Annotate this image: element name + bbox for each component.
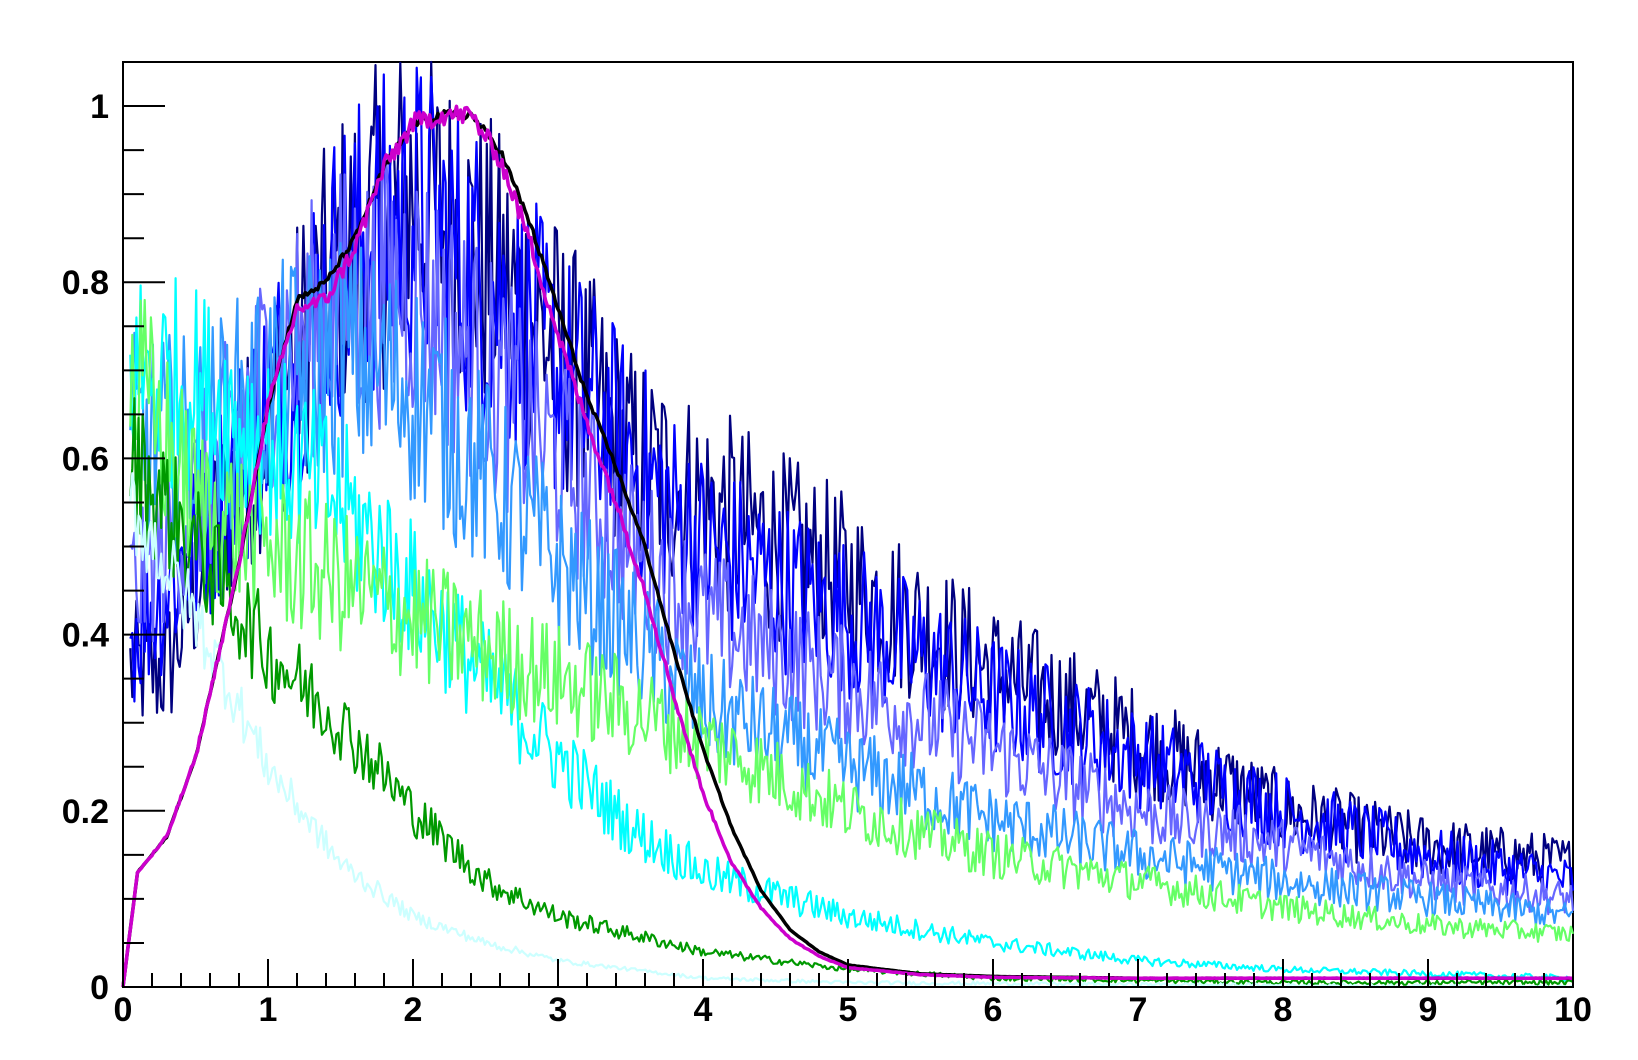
series-line-7 xyxy=(129,472,1574,989)
y-tick-label-5: 1 xyxy=(90,88,109,126)
x-tick-label-10: 10 xyxy=(1554,991,1592,1029)
x-tick-label-9: 9 xyxy=(1419,991,1438,1029)
x-tick-label-3: 3 xyxy=(549,991,568,1029)
x-tick-label-2: 2 xyxy=(404,991,423,1029)
y-tick-label-1: 0.2 xyxy=(62,793,109,831)
series-line-5 xyxy=(129,298,1575,943)
x-tick-label-4: 4 xyxy=(694,991,713,1029)
y-tick-label-3: 0.6 xyxy=(62,440,109,478)
x-tick-label-0: 0 xyxy=(114,991,133,1029)
x-tick-label-6: 6 xyxy=(984,991,1003,1029)
y-tick-label-4: 0.8 xyxy=(62,264,109,302)
x-tick-label-1: 1 xyxy=(259,991,278,1029)
series-line-2 xyxy=(129,153,1575,916)
x-tick-label-5: 5 xyxy=(839,991,858,1029)
x-tick-label-7: 7 xyxy=(1129,991,1148,1029)
series-line-0 xyxy=(129,60,1574,892)
axis-layer: 0 1 2 3 4 5 6 7 8 9 10 0 0.2 0.4 0.6 0.8 1 xyxy=(62,62,1592,1029)
x-tick-label-8: 8 xyxy=(1274,991,1293,1029)
series-line-4 xyxy=(129,277,1574,983)
y-tick-label-0: 0 xyxy=(90,969,109,1007)
series-line-3 xyxy=(129,242,1574,927)
series-line-1 xyxy=(129,66,1575,901)
y-tick-label-2: 0.4 xyxy=(62,617,109,655)
